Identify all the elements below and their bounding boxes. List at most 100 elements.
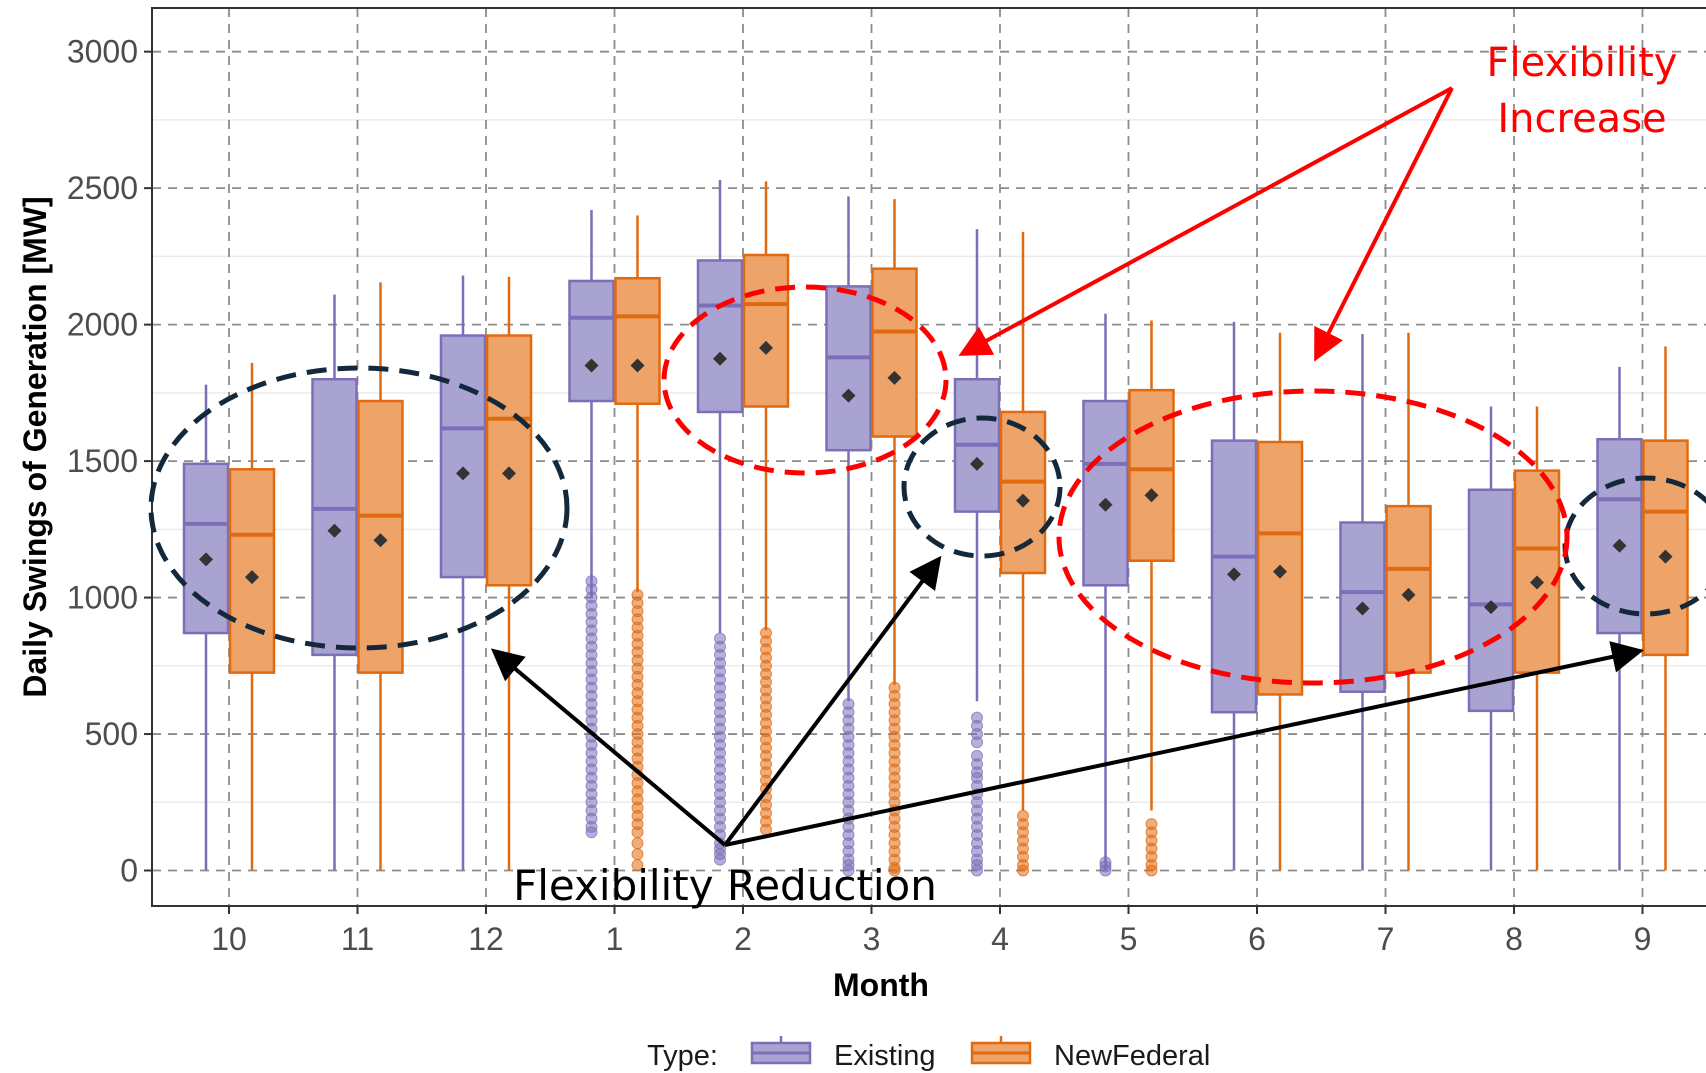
legend-title: Type:: [647, 1040, 718, 1072]
box-newfederal-month-3: [871, 199, 918, 685]
mean-marker: [970, 456, 984, 471]
mean-marker: [327, 523, 342, 538]
x-tick-label: 10: [211, 921, 247, 957]
outlier-point: [631, 826, 644, 839]
box-newfederal-month-12: [485, 276, 533, 871]
y-tick-label: 500: [85, 716, 138, 752]
mean-marker: [1658, 549, 1673, 564]
x-axis-title: Month: [833, 967, 929, 1003]
box-iqr: [228, 468, 276, 674]
mean-marker: [373, 533, 388, 548]
mean-marker: [1144, 488, 1159, 503]
box-existing-month-11: [311, 294, 358, 871]
outlier-point: [631, 837, 644, 850]
increase-arrow-2: [1314, 87, 1454, 362]
increase-annotation-line2: Increase: [1497, 96, 1666, 142]
mean-marker: [456, 466, 470, 481]
increase-ellipse-feb-mar: [661, 284, 949, 476]
outlier-point: [585, 826, 598, 839]
mean-marker: [630, 358, 645, 373]
outlier-point: [888, 864, 901, 877]
mean-marker: [887, 370, 902, 385]
x-tick-label: 5: [1120, 921, 1138, 957]
outlier-point: [631, 859, 644, 872]
mean-marker: [1401, 587, 1416, 602]
legend-label-existing: Existing: [834, 1040, 936, 1072]
x-tick-label: 9: [1634, 921, 1652, 957]
box-existing-month-12: [439, 275, 487, 871]
reduction-arrow-2: [723, 555, 942, 847]
box-existing-month-9: [1596, 366, 1643, 871]
increase-annotation-line1: Flexibility: [1487, 40, 1678, 86]
x-tick-label: 7: [1377, 921, 1395, 957]
box-existing-month-2: [696, 179, 744, 634]
box-existing-month-6: [1210, 321, 1258, 871]
mean-marker: [1530, 575, 1544, 590]
box-existing-month-10: [182, 384, 230, 871]
box-existing-month-3: [825, 196, 872, 702]
box-existing-month-1: [568, 209, 615, 598]
mean-marker: [199, 552, 213, 567]
increase-ellipse-may-aug: [1056, 388, 1570, 686]
mean-marker: [759, 340, 773, 355]
outlier-point: [760, 823, 772, 836]
mean-marker: [1484, 600, 1498, 615]
box-newfederal-month-2: [742, 181, 790, 631]
box-existing-month-5: [1082, 313, 1129, 871]
y-tick-label: 3000: [67, 34, 138, 70]
outlier-point: [971, 864, 983, 877]
box-iqr: [1642, 439, 1689, 657]
box-layer: [182, 179, 1689, 871]
x-tick-label: 6: [1248, 921, 1266, 957]
outlier-point: [1099, 864, 1112, 877]
outlier-point: [1017, 864, 1029, 877]
legend-label-newfederal: NewFederal: [1054, 1040, 1210, 1072]
box-iqr: [568, 279, 615, 403]
box-iqr: [696, 259, 744, 414]
panel-border: [151, 7, 1706, 907]
box-iqr: [311, 377, 358, 657]
reduction-arrow-1: [490, 648, 727, 847]
reduction-ellipse-apr: [901, 415, 1063, 559]
box-iqr: [182, 462, 230, 635]
outlier-point: [842, 864, 855, 877]
mean-marker: [1273, 564, 1287, 579]
box-iqr: [614, 276, 661, 406]
box-iqr: [1082, 399, 1129, 587]
x-tick-label: 1: [606, 921, 624, 957]
mean-marker: [713, 351, 727, 366]
y-tick-label: 1000: [67, 580, 138, 616]
outlier-point: [1145, 864, 1158, 877]
box-newfederal-month-8: [1513, 406, 1561, 871]
legend-key-newfederal: [970, 1036, 1032, 1065]
box-existing-month-4: [953, 229, 1001, 702]
box-iqr: [1596, 438, 1643, 635]
box-newfederal-month-1: [614, 215, 661, 593]
reduction-ellipse-oct-dec: [148, 365, 570, 651]
mean-marker: [841, 388, 856, 403]
box-iqr: [871, 267, 918, 438]
box-newfederal-month-5: [1128, 320, 1175, 811]
box-iqr: [439, 334, 487, 579]
mean-marker: [1016, 493, 1030, 508]
box-newfederal-month-7: [1385, 332, 1432, 871]
box-existing-month-8: [1467, 406, 1515, 871]
box-iqr: [825, 285, 872, 452]
box-iqr: [1513, 469, 1561, 674]
y-tick-label: 2500: [67, 170, 138, 206]
box-existing-month-7: [1339, 334, 1386, 871]
mean-marker: [245, 570, 259, 585]
box-iqr: [742, 253, 790, 408]
increase-arrow-1: [958, 86, 1453, 356]
y-axis-title: Daily Swings of Generation [MW]: [17, 196, 53, 697]
box-newfederal-month-11: [357, 282, 404, 871]
box-newfederal-month-10: [228, 362, 276, 871]
box-iqr: [485, 334, 533, 587]
mean-marker: [1227, 567, 1241, 582]
y-tick-label: 0: [120, 853, 138, 889]
x-tick-label: 11: [341, 921, 374, 957]
annotation-layer: Flexibility Increase Flexibility Reducti…: [148, 40, 1706, 910]
